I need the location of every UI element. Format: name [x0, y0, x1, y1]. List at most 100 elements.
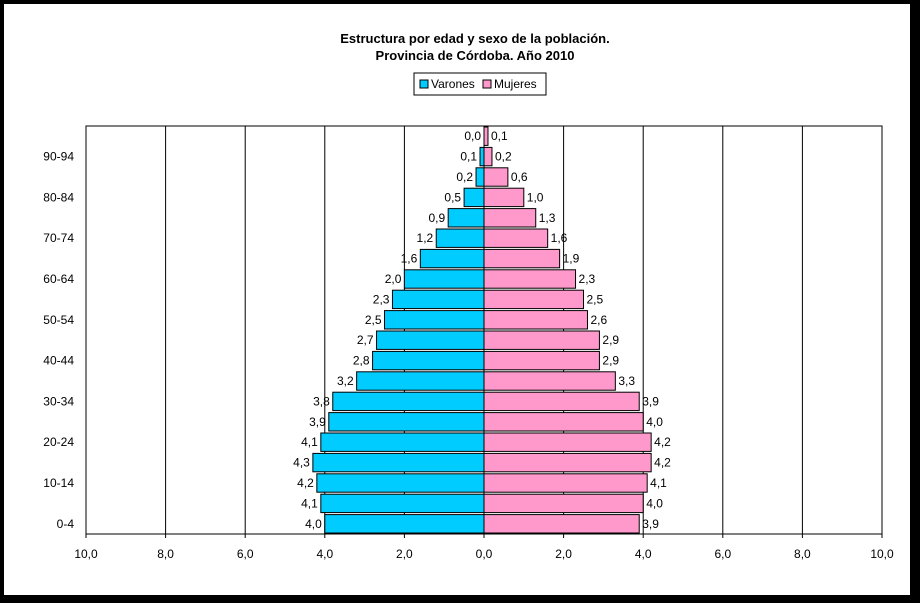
bar-mujeres: [483, 187, 525, 208]
bar-mujeres: [483, 126, 489, 146]
bar-varones: [463, 187, 485, 208]
data-label-varones: 4,1: [301, 435, 318, 449]
x-tick-label: 10,0: [870, 547, 894, 561]
bar-varones: [479, 146, 485, 167]
data-label-varones: 2,7: [357, 333, 374, 347]
data-label-mujeres: 0,1: [491, 129, 508, 143]
bar-mujeres: [483, 167, 509, 187]
data-label-varones: 0,9: [428, 211, 445, 225]
bar-mujeres: [483, 493, 644, 514]
chart-title: Estructura por edad y sexo de la poblaci…: [340, 31, 609, 46]
x-tick-label: 8,0: [794, 547, 811, 561]
bar-mujeres: [483, 310, 588, 330]
bar-mujeres: [483, 412, 644, 432]
y-tick-label: 90-94: [43, 150, 74, 164]
data-label-mujeres: 2,6: [590, 313, 607, 327]
data-label-mujeres: 3,9: [642, 517, 659, 531]
bar-mujeres: [483, 452, 652, 473]
bar-varones: [384, 310, 485, 330]
chart-area: Estructura por edad y sexo de la poblaci…: [4, 4, 910, 595]
bar-mujeres: [483, 289, 584, 310]
bar-varones: [332, 391, 485, 412]
bar-varones: [376, 330, 485, 350]
data-label-mujeres: 2,9: [602, 354, 619, 368]
chart-subtitle: Provincia de Córdoba. Año 2010: [376, 48, 575, 63]
data-label-varones: 3,2: [337, 374, 354, 388]
y-tick-label: 50-54: [43, 313, 74, 327]
data-label-mujeres: 1,9: [563, 252, 580, 266]
data-label-varones: 4,1: [301, 496, 318, 510]
bar-varones: [320, 432, 485, 452]
y-tick-label: 60-64: [43, 272, 74, 286]
x-tick-label: 2,0: [555, 547, 572, 561]
legend-box: [413, 72, 547, 96]
bar-varones: [316, 473, 485, 493]
data-label-mujeres: 4,0: [646, 415, 663, 429]
x-tick-label: 4,0: [316, 547, 333, 561]
data-label-varones: 0,2: [456, 170, 473, 184]
y-tick-label: 10-14: [43, 476, 74, 490]
data-label-varones: 3,9: [309, 415, 326, 429]
bar-mujeres: [483, 330, 600, 350]
data-labels: 4,0 3,9 4,1 4,0 4,2 4,1 4,3 4,2 4,1 4,2 3,9 4,0 3,8 3…: [293, 129, 671, 531]
population-pyramid-chart: Estructura por edad y sexo de la poblaci…: [43, 31, 894, 561]
bar-varones: [312, 452, 485, 473]
legend-label-varones: Varones: [431, 77, 475, 91]
x-tick-label: 10,0: [74, 547, 98, 561]
bar-varones: [419, 248, 485, 269]
bar-mujeres: [483, 473, 648, 493]
bar-mujeres: [483, 371, 616, 391]
y-axis-ticks: 0-4 10-14 20-24 30-34 40-44 50-54 60-64 70-74 80…: [43, 150, 74, 531]
x-tick-label: 6,0: [714, 547, 731, 561]
x-tick-label: 8,0: [157, 547, 174, 561]
data-label-varones: 1,6: [401, 252, 418, 266]
x-tick-label: 2,0: [396, 547, 413, 561]
bar-mujeres: [483, 432, 652, 452]
data-label-mujeres: 1,0: [527, 190, 544, 204]
bar-varones: [356, 371, 485, 391]
data-label-mujeres: 4,2: [654, 435, 671, 449]
bar-varones: [324, 514, 485, 534]
y-tick-label: 30-34: [43, 394, 74, 408]
legend-swatch-mujeres: [482, 79, 492, 89]
data-label-mujeres: 1,3: [539, 211, 556, 225]
data-label-varones: 2,0: [385, 272, 402, 286]
bar-mujeres: [483, 228, 549, 248]
data-label-varones: 0,1: [460, 150, 477, 164]
data-label-varones: 4,3: [293, 456, 310, 470]
data-label-mujeres: 0,6: [511, 170, 528, 184]
x-axis-ticks: 10,0 8,0 6,0 4,0 2,0 0,0 2,0 4,0 6,0 8,0 10,0: [74, 534, 894, 561]
data-label-mujeres: 4,2: [654, 456, 671, 470]
bar-varones: [372, 350, 485, 371]
bar-varones: [447, 208, 485, 228]
bar-mujeres: [483, 514, 640, 534]
x-tick-label: 6,0: [237, 547, 254, 561]
y-tick-label: 0-4: [57, 517, 75, 531]
data-label-varones: 4,0: [305, 517, 322, 531]
y-tick-label: 40-44: [43, 354, 74, 368]
bar-mujeres: [483, 350, 600, 371]
legend-label-mujeres: Mujeres: [494, 77, 537, 91]
data-label-varones: 2,5: [365, 313, 382, 327]
legend-swatch-varones: [419, 79, 429, 89]
data-label-mujeres: 3,3: [618, 374, 635, 388]
bar-varones: [391, 289, 485, 310]
data-label-mujeres: 1,6: [551, 231, 568, 245]
data-label-varones: 0,0: [464, 129, 481, 143]
y-tick-label: 80-84: [43, 190, 74, 204]
data-label-mujeres: 4,1: [650, 476, 667, 490]
data-label-mujeres: 2,3: [579, 272, 596, 286]
bar-varones: [403, 269, 485, 289]
data-label-mujeres: 0,2: [495, 150, 512, 164]
bar-mujeres: [483, 146, 493, 167]
data-label-mujeres: 2,5: [587, 292, 604, 306]
bar-varones: [435, 228, 485, 248]
bar-mujeres: [483, 269, 577, 289]
data-label-varones: 2,8: [353, 354, 370, 368]
bar-mujeres: [483, 208, 537, 228]
y-tick-label: 70-74: [43, 231, 74, 245]
bar-varones: [320, 493, 485, 514]
data-label-varones: 4,2: [297, 476, 314, 490]
x-tick-label: 4,0: [635, 547, 652, 561]
data-label-mujeres: 2,9: [602, 333, 619, 347]
